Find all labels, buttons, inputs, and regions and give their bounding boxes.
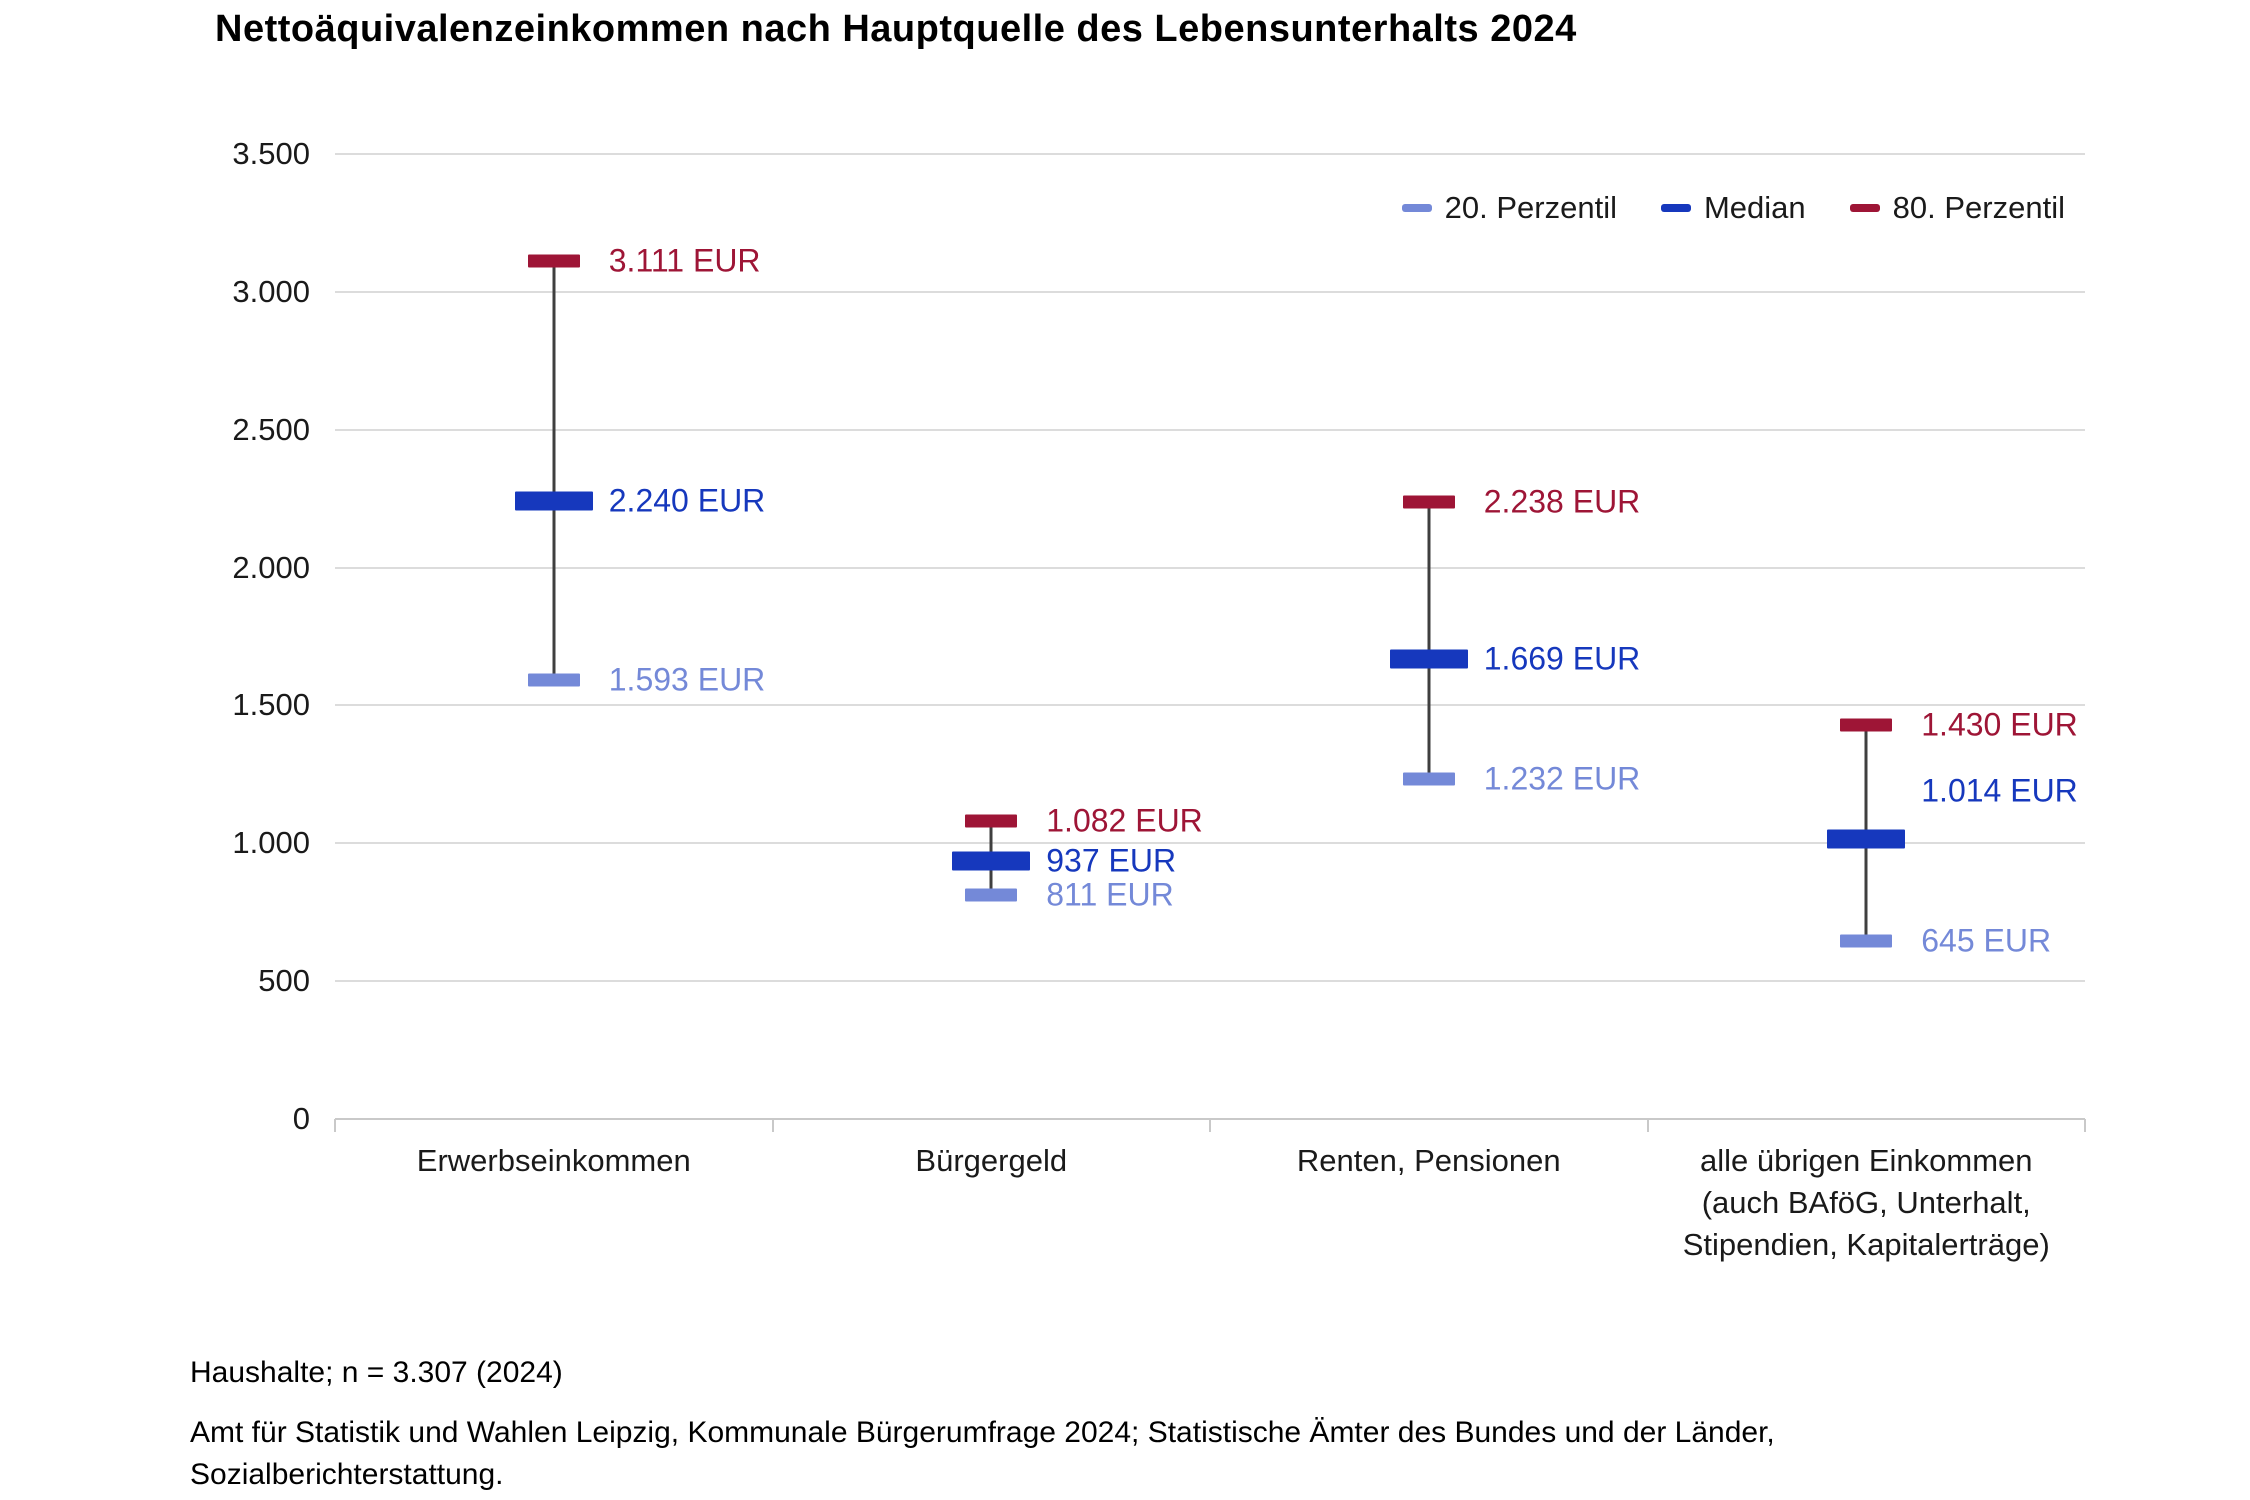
- y-tick-label: 3.500: [232, 136, 310, 171]
- legend-item: 80. Perzentil: [1849, 190, 2065, 226]
- legend-label: Median: [1703, 190, 1806, 225]
- value-label: 1.430 EUR: [1921, 706, 2078, 743]
- value-label: 1.593 EUR: [608, 661, 766, 698]
- median-marker: [1389, 649, 1468, 669]
- legend-swatch-median: [1660, 204, 1691, 212]
- footer: Haushalte; n = 3.307 (2024) Amt für Stat…: [190, 1356, 2170, 1496]
- median-marker: [514, 491, 593, 511]
- gridline: [335, 428, 2085, 431]
- category-label: Erwerbseinkommen: [416, 1143, 691, 1178]
- y-tick-label: 500: [258, 963, 310, 999]
- value-label: 1.232 EUR: [1483, 760, 1641, 797]
- value-label: 937 EUR: [1046, 842, 1177, 879]
- gridline: [335, 566, 2085, 569]
- gridline: [335, 153, 2085, 155]
- median-marker: [952, 851, 1031, 871]
- legend-swatch-p80: [1849, 204, 1880, 212]
- p80-marker: [527, 254, 580, 268]
- y-tick-label: 3.000: [232, 273, 310, 309]
- gridline: [335, 704, 2085, 707]
- y-tick-label: 2.000: [232, 549, 310, 585]
- y-tick-label: 1.500: [232, 687, 310, 723]
- value-label: 1.014 EUR: [1921, 772, 2078, 809]
- legend-item: Median: [1660, 190, 1806, 226]
- category-label: Renten, Pensionen: [1296, 1143, 1561, 1178]
- legend-item: 20. Perzentil: [1401, 190, 1617, 226]
- p20-marker: [527, 673, 580, 687]
- legend: 20. Perzentil Median 80. Perzentil: [1401, 190, 2065, 226]
- y-tick-label: 1.000: [232, 825, 310, 861]
- value-label: 811 EUR: [1046, 876, 1174, 913]
- p80-marker: [965, 814, 1018, 828]
- p80-marker: [1402, 495, 1455, 509]
- y-tick-label: 2.500: [232, 411, 310, 447]
- whisker-line: [1427, 501, 1431, 780]
- value-label: 3.111 EUR: [608, 242, 761, 279]
- source-note: Amt für Statistik und Wahlen Leipzig, Ko…: [190, 1416, 1775, 1491]
- p20-marker: [1402, 772, 1455, 786]
- chart-title: Nettoäquivalenzeinkommen nach Hauptquell…: [215, 8, 1577, 50]
- gridline: [335, 290, 2085, 293]
- category-label: Bürgergeld: [915, 1143, 1068, 1178]
- x-axis-tick: [771, 1119, 774, 1132]
- legend-swatch-p20: [1401, 204, 1432, 212]
- value-label: 1.669 EUR: [1483, 640, 1641, 677]
- value-label: 645 EUR: [1921, 922, 2052, 959]
- x-axis-tick: [1646, 1119, 1649, 1132]
- gridline: [335, 842, 2085, 845]
- p20-marker: [1840, 934, 1893, 948]
- p20-marker: [965, 888, 1018, 902]
- value-label: 2.240 EUR: [608, 482, 766, 519]
- x-axis-tick: [1209, 1119, 1211, 1132]
- x-axis-tick: [334, 1119, 336, 1132]
- gridline: [335, 980, 2085, 983]
- x-axis-tick: [2084, 1119, 2086, 1132]
- median-marker: [1827, 829, 1906, 849]
- legend-label: 80. Perzentil: [1892, 190, 2065, 225]
- value-label: 2.238 EUR: [1483, 483, 1641, 520]
- y-tick-label: 0: [292, 1101, 310, 1136]
- sample-size-note: Haushalte; n = 3.307 (2024): [190, 1356, 563, 1389]
- p80-marker: [1840, 718, 1893, 732]
- legend-label: 20. Perzentil: [1444, 190, 1617, 225]
- category-label: alle übrigen Einkommen (auch BAföG, Unte…: [1682, 1143, 2050, 1262]
- value-label: 1.082 EUR: [1046, 802, 1203, 839]
- whisker-line: [552, 261, 556, 680]
